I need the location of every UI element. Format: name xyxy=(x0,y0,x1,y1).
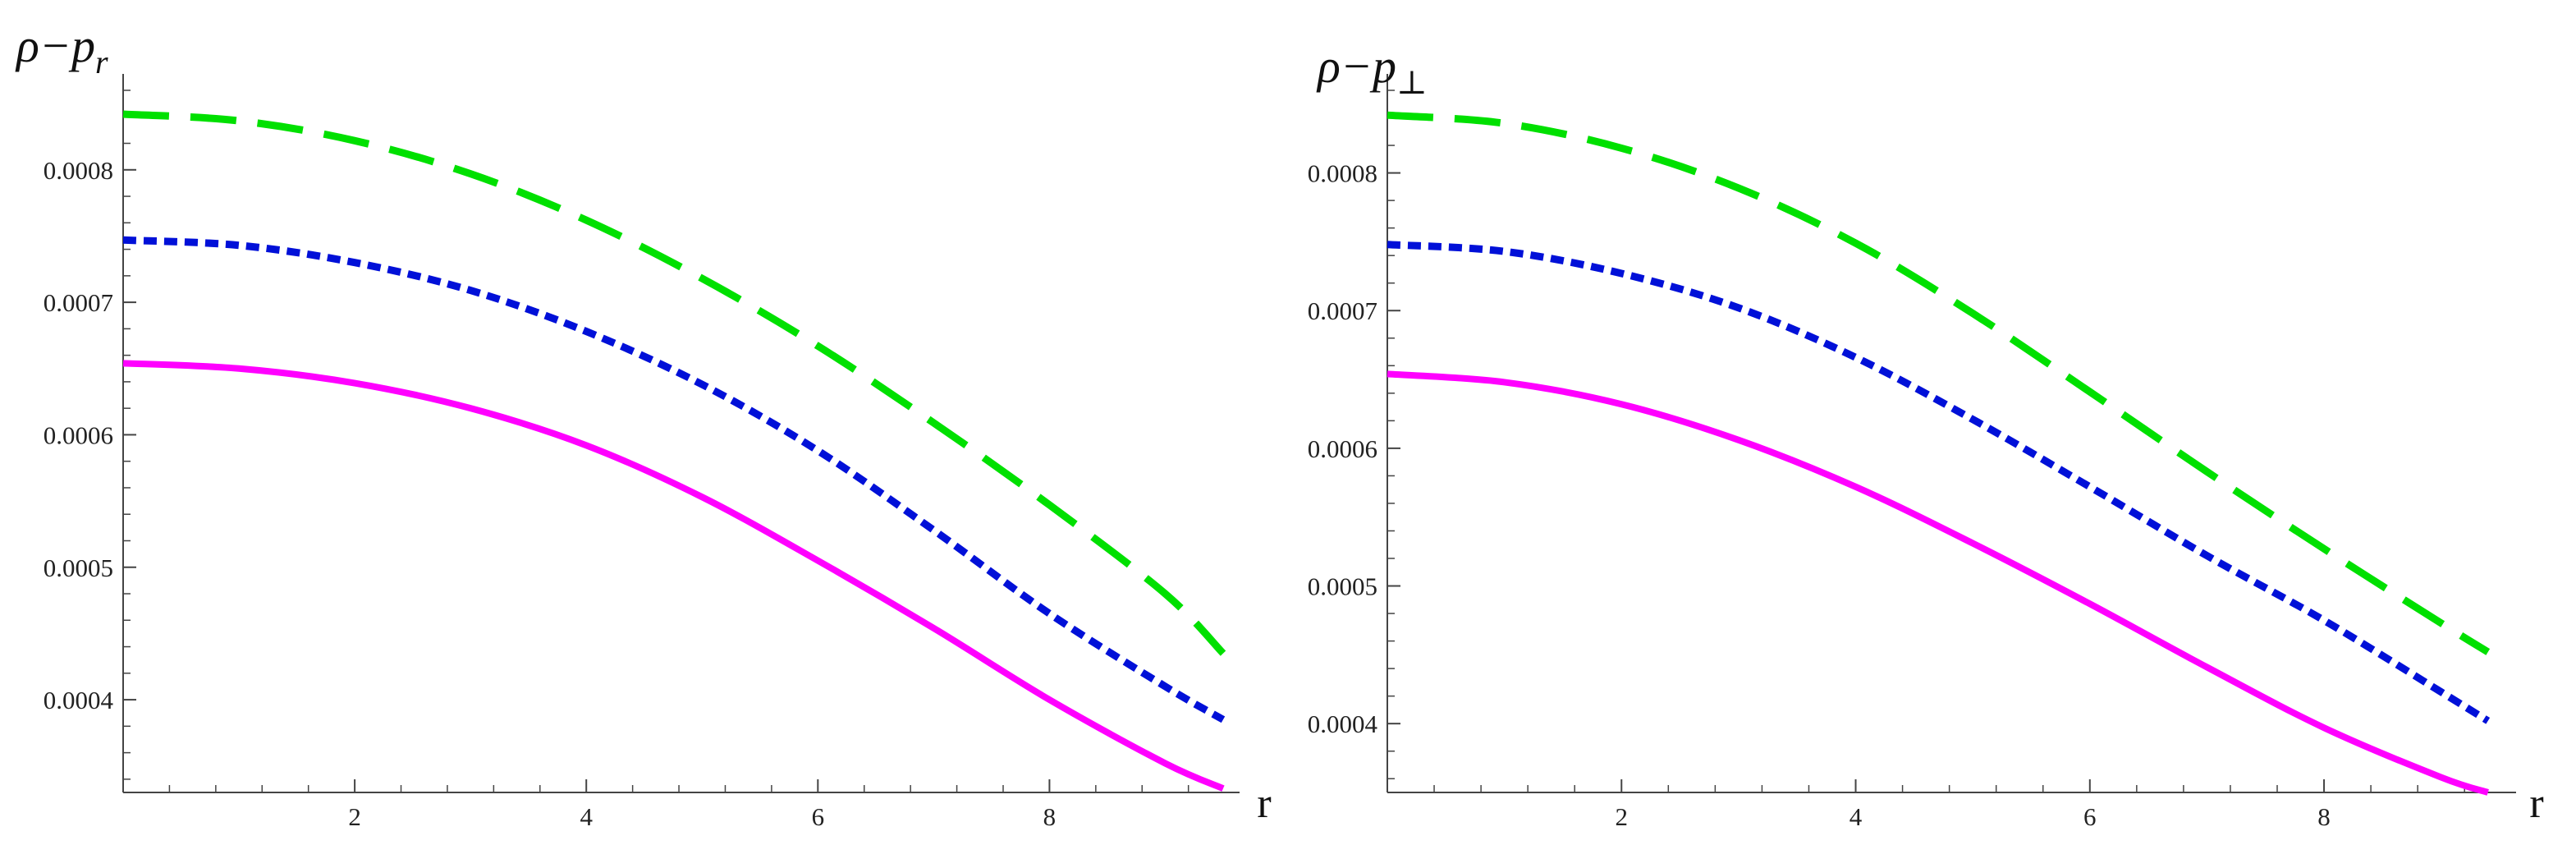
y-tick-label: 0.0005 xyxy=(1308,572,1377,601)
x-tick-label: 2 xyxy=(1616,802,1629,831)
y-tick-label: 0.0008 xyxy=(1308,159,1377,188)
x-tick-label: 8 xyxy=(1043,802,1057,831)
y-tick-label: 0.0004 xyxy=(44,686,114,714)
series-line-2 xyxy=(1387,241,2491,724)
series-line-3 xyxy=(122,360,1225,792)
y-axis-title: ρ−pr xyxy=(15,19,108,80)
y-tick-label: 0.0006 xyxy=(1308,434,1377,463)
y-tick-label: 0.0005 xyxy=(44,553,113,582)
series-line-2 xyxy=(122,236,1226,723)
x-tick-label: 8 xyxy=(2317,802,2331,831)
y-tick-label: 0.0007 xyxy=(1308,296,1377,325)
x-tick-label: 4 xyxy=(580,802,593,831)
chart-panel-2: 2 4 6 8 0.0004 0.0005 0.0006 0.0007 0.0008 ρ−p⊥ r xyxy=(1308,39,2544,831)
y-tick-label: 0.0008 xyxy=(44,156,113,185)
x-axis-title: r xyxy=(1257,780,1271,827)
series-line-1 xyxy=(122,110,1226,656)
x-axis-title: r xyxy=(2529,780,2543,827)
y-axis-title-subscript: r xyxy=(95,44,108,80)
series-line-1 xyxy=(1387,111,2491,655)
y-axis-title: ρ−p⊥ xyxy=(1316,39,1428,101)
y-tick-label: 0.0006 xyxy=(44,420,113,449)
y-axis-title-subscript: ⊥ xyxy=(1396,64,1428,101)
x-tick-label: 6 xyxy=(2083,802,2097,831)
x-tick-label: 6 xyxy=(812,802,825,831)
series-line-3 xyxy=(1387,370,2489,796)
y-tick-label: 0.0007 xyxy=(44,288,113,317)
y-tick-label: 0.0004 xyxy=(1308,710,1378,738)
x-tick-label: 4 xyxy=(1849,802,1863,831)
x-tick-label: 2 xyxy=(348,802,361,831)
